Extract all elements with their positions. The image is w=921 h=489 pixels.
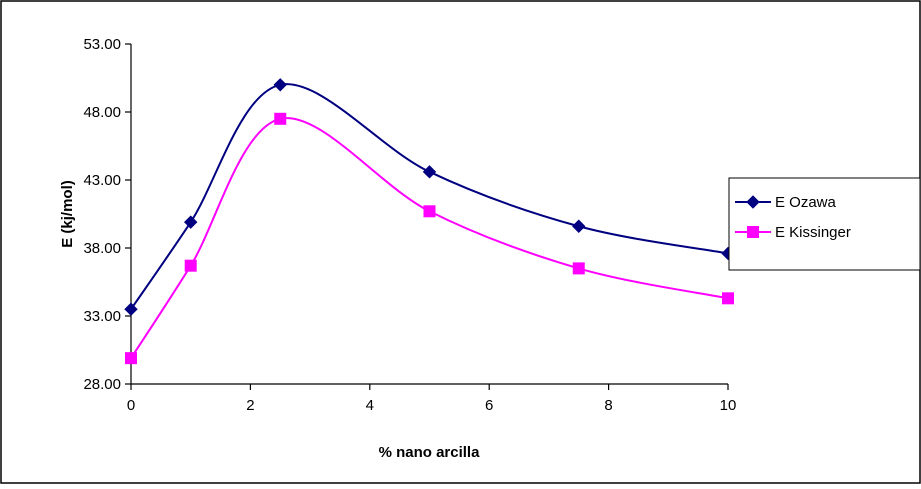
y-tick-label: 28.00 (83, 376, 121, 393)
x-tick-label: 10 (720, 397, 737, 414)
y-axis-title: E (kj/mol) (59, 180, 76, 248)
legend: E Ozawa E Kissinger (728, 177, 921, 271)
y-tick-label: 33.00 (83, 308, 121, 325)
data-point (722, 292, 734, 305)
legend-item: E Ozawa (735, 194, 837, 211)
legend-marker (746, 195, 760, 209)
x-tick-label: 6 (485, 397, 493, 414)
data-point (273, 78, 287, 92)
legend-marker (747, 226, 759, 238)
y-tick-label: 53.00 (83, 36, 121, 53)
legend-label: E Ozawa (775, 194, 837, 211)
data-point (274, 112, 287, 125)
data-point (124, 302, 138, 316)
x-tick-label: 0 (127, 397, 135, 414)
data-point (422, 165, 437, 179)
x-tick-label: 4 (366, 397, 374, 414)
series-2 (125, 112, 734, 365)
legend-items: E Ozawa E Kissinger (735, 194, 851, 241)
axes: 28.00 33.00 38.00 43.00 48.00 53.00 0 2 4 6 8 10 (83, 36, 736, 414)
data-point (572, 219, 586, 233)
data-point (183, 215, 198, 229)
y-tick-label: 43.00 (83, 172, 121, 189)
x-tick-label: 8 (604, 397, 612, 414)
legend-item: E Kissinger (735, 224, 851, 241)
data-point (423, 205, 436, 218)
x-axis-title: % nano arcilla (379, 444, 481, 461)
y-tick-label: 48.00 (83, 104, 121, 121)
data-point (125, 352, 137, 365)
data-point (184, 259, 197, 272)
x-tick-label: 2 (246, 397, 254, 414)
legend-label: E Kissinger (775, 224, 851, 241)
y-tick-label: 38.00 (83, 240, 121, 257)
legend-box (728, 177, 921, 271)
data-point (572, 262, 585, 275)
